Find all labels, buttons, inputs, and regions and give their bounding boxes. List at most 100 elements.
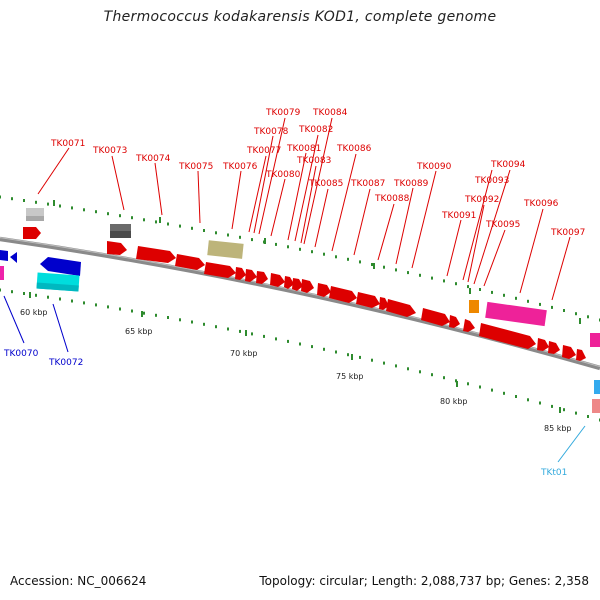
minor-tick — [23, 199, 25, 202]
major-ticks — [29, 200, 581, 413]
minor-tick — [395, 268, 397, 272]
gene-label-tk0074: TK0074 — [135, 154, 171, 164]
gene-label-tk0089: TK0089 — [393, 179, 429, 189]
minor-tick — [575, 411, 577, 415]
reverse-gene-labels: TK0070 TK0072 — [3, 349, 83, 368]
minor-tick — [23, 292, 25, 295]
gene-box-khaki — [207, 240, 244, 259]
gene-arrow-tk0074 — [136, 246, 176, 263]
gene-box-grey-shade — [26, 216, 44, 221]
minor-tick — [311, 250, 313, 254]
gene-label-tk0080: TK0080 — [265, 170, 301, 180]
minor-tick — [407, 367, 409, 371]
minor-tick — [527, 299, 529, 303]
gene-label-tk0077: TK0077 — [246, 146, 281, 156]
minor-ticks-outer — [0, 195, 600, 322]
minor-tick — [0, 195, 1, 199]
gene-arrow-tk0070 — [0, 250, 8, 261]
gene-label-tk0086: TK0086 — [336, 144, 372, 154]
minor-tick — [455, 282, 457, 286]
forward-gene-labels: TK0071 TK0073 TK0074 TK0075 TK0076 TK007… — [50, 108, 585, 238]
minor-tick — [47, 295, 49, 299]
gene-label-tk0085: TK0085 — [308, 179, 343, 189]
accession-label: Accession: NC_006624 — [10, 574, 147, 588]
minor-tick — [371, 263, 373, 266]
scale-label-75: 75 kbp — [336, 372, 364, 381]
genome-backbone-highlight — [0, 237, 600, 368]
gene-arrow-tk0091 — [463, 319, 475, 332]
scale-label-70: 70 kbp — [230, 349, 258, 358]
minor-tick — [227, 233, 229, 237]
minor-tick — [299, 342, 301, 346]
genome-backbone — [0, 236, 600, 371]
gene-label-tk0094: TK0094 — [490, 160, 526, 170]
minor-tick — [11, 290, 13, 294]
minor-tick — [335, 350, 337, 354]
minor-tick — [299, 247, 301, 251]
minor-tick — [551, 305, 553, 309]
minor-tick — [251, 238, 253, 242]
minor-tick — [191, 320, 193, 324]
gene-arrow-tk0089 — [421, 308, 450, 326]
minor-tick — [503, 293, 505, 297]
gene-arrow-tk0088 — [386, 299, 416, 317]
minor-tick — [251, 332, 253, 336]
gene-label-tk0081: TK0081 — [286, 144, 321, 154]
minor-tick — [491, 388, 493, 392]
minor-tick — [419, 370, 421, 374]
minor-tick — [71, 206, 73, 210]
minor-tick — [131, 216, 133, 220]
gene-arrow-rev-small — [10, 252, 17, 263]
gene-arrow-tk0085 — [329, 286, 357, 303]
minor-tick — [515, 395, 517, 398]
gene-arrow-tk0096 — [576, 349, 586, 361]
gene-label-tk0078: TK0078 — [253, 127, 289, 137]
gene-label-tk0072: TK0072 — [48, 358, 83, 368]
gene-label-tk0075: TK0075 — [178, 162, 213, 172]
gene-label-tk0091: TK0091 — [441, 211, 476, 221]
minor-tick — [563, 408, 565, 412]
minor-tick — [203, 322, 205, 326]
minor-tick — [539, 302, 541, 306]
minor-tick — [143, 311, 145, 315]
minor-tick — [359, 355, 361, 359]
minor-tick — [311, 345, 313, 349]
gene-arrow-tk0093 — [537, 338, 549, 351]
gene-arrow-tk0083 — [301, 279, 314, 293]
minor-tick — [239, 329, 241, 333]
gene-box-lightblue-edge — [594, 380, 600, 394]
minor-tick — [59, 297, 61, 301]
scale-label-60: 60 kbp — [20, 308, 48, 317]
trna-label-leader — [557, 425, 586, 463]
minor-tick — [179, 224, 181, 228]
minor-tick — [467, 285, 469, 289]
minor-tick — [119, 307, 121, 311]
minor-tick — [155, 220, 157, 224]
minor-tick — [263, 334, 265, 338]
gene-label-tk0092: TK0092 — [464, 195, 499, 205]
gene-label-tk0076: TK0076 — [222, 162, 258, 172]
minor-tick — [551, 404, 553, 408]
gene-label-tk0070: TK0070 — [3, 349, 39, 359]
minor-tick — [443, 376, 445, 380]
minor-tick — [215, 231, 217, 235]
minor-tick — [515, 296, 517, 300]
minor-tick — [479, 385, 481, 389]
minor-tick — [575, 312, 577, 316]
minor-tick — [215, 325, 217, 329]
minor-tick — [167, 222, 169, 226]
minor-tick — [0, 288, 1, 292]
minor-tick — [155, 313, 157, 317]
gene-arrow-tk0076 — [204, 262, 236, 278]
scale-label-80: 80 kbp — [440, 397, 468, 406]
minor-tick — [395, 364, 397, 368]
forward-genes — [23, 208, 600, 361]
gene-label-tk0079: TK0079 — [265, 108, 301, 118]
gene-label-tk0073: TK0073 — [92, 146, 127, 156]
minor-tick — [359, 260, 361, 264]
minor-tick — [419, 273, 421, 277]
gene-label-tk0096: TK0096 — [523, 199, 559, 209]
scale-label-85: 85 kbp — [544, 424, 572, 433]
gene-label-tk0084: TK0084 — [312, 108, 348, 118]
